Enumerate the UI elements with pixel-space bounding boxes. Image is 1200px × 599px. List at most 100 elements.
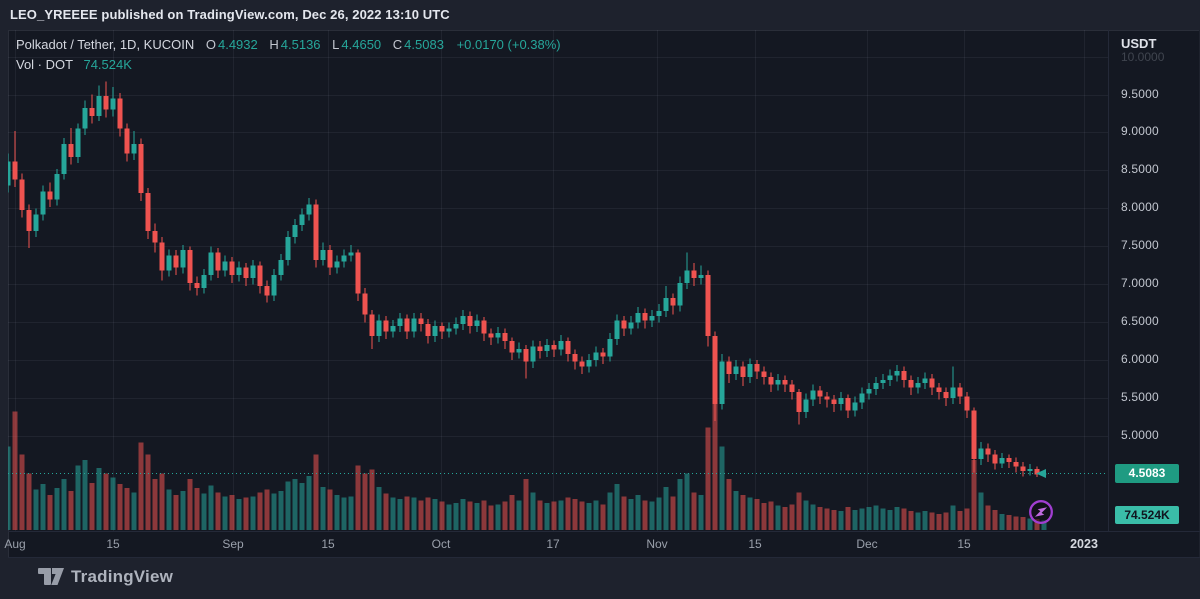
candle-down	[425, 323, 431, 336]
low-value: 4.4650	[341, 37, 382, 52]
volume-bar	[271, 493, 277, 530]
volume-bar	[782, 507, 788, 530]
candle-up	[306, 204, 312, 215]
volume-bar	[152, 478, 158, 530]
candle-up	[684, 270, 690, 283]
volume-bar	[887, 509, 893, 530]
price-axis[interactable]: 10.0000 USDT 9.5000 9.0000 8.5000 8.0000 7.5…	[1108, 30, 1200, 531]
volume-bar	[1006, 515, 1012, 530]
time-tick-label: Dec	[856, 537, 878, 551]
candle-up	[950, 387, 956, 399]
volume-bar	[425, 497, 431, 530]
candle-down	[187, 250, 193, 283]
candle-down	[418, 318, 424, 324]
volume-bar	[880, 508, 886, 530]
time-tick-label: 15	[321, 537, 335, 551]
symbol-title: Polkadot / Tether, 1D, KUCOIN	[16, 37, 195, 52]
candle-up	[649, 316, 655, 321]
candle-up	[495, 332, 501, 338]
volume-bar	[516, 500, 522, 530]
candle-up	[453, 323, 459, 329]
price-line-arrow-icon	[1036, 468, 1046, 478]
candle-up	[285, 237, 291, 261]
volume-bar	[390, 497, 396, 530]
candle-up	[390, 326, 396, 332]
candle-down	[537, 346, 543, 352]
candle-down	[509, 341, 515, 353]
candle-down	[439, 326, 445, 332]
volume-bar	[677, 478, 683, 530]
time-axis[interactable]: Aug 15 Sep 15 Oct 17 Nov 15 Dec 15 2023	[0, 531, 1200, 557]
candle-down	[964, 396, 970, 411]
volume-bar	[131, 492, 137, 530]
volume-bar	[656, 497, 662, 530]
volume-bar	[971, 459, 977, 530]
candles	[8, 81, 1047, 478]
volume-bar	[222, 496, 228, 530]
volume-bar	[187, 478, 193, 530]
tradingview-logo-icon	[38, 568, 64, 585]
candle-up	[677, 282, 683, 306]
candle-up	[460, 316, 466, 324]
candle-down	[215, 252, 221, 271]
candle-wick	[14, 130, 16, 188]
candle-up	[180, 250, 186, 268]
time-tick-label: Nov	[646, 537, 668, 551]
candle-down	[152, 231, 158, 243]
candle-down	[194, 282, 200, 289]
volume-bar	[957, 511, 963, 530]
pane-time-axis-divider	[8, 531, 1200, 532]
candle-up	[208, 252, 214, 276]
volume-bar	[943, 512, 949, 530]
volume-bar	[110, 477, 116, 530]
candle-up	[61, 143, 67, 175]
volume-bar	[810, 504, 816, 530]
candle-down	[992, 454, 998, 464]
candle-down	[943, 392, 949, 399]
volume-bar	[439, 501, 445, 530]
candle-up	[40, 191, 46, 215]
candle-up	[635, 313, 641, 323]
volume-bar	[376, 486, 382, 530]
candle-down	[796, 392, 802, 412]
candle-down	[47, 191, 53, 200]
candle-up	[719, 361, 725, 405]
time-tick-label: Oct	[431, 537, 451, 551]
volume-bar	[89, 482, 95, 530]
volume-bar	[285, 481, 291, 530]
candle-down	[124, 128, 130, 154]
candle-up	[803, 399, 809, 412]
volume-bar	[453, 503, 459, 530]
volume-bar	[866, 507, 872, 530]
candle-down	[740, 366, 746, 377]
flash-icon[interactable]	[1028, 499, 1054, 525]
volume-bar	[565, 497, 571, 530]
volume-bar	[1027, 518, 1033, 530]
volume-bar	[572, 499, 578, 530]
volume-bar	[607, 492, 613, 530]
volume-bar	[208, 485, 214, 530]
tradingview-logo[interactable]: TradingView	[38, 565, 173, 589]
time-tick-label: Aug	[4, 537, 26, 551]
candle-up	[747, 364, 753, 377]
price-tick-label: 9.0000	[1121, 124, 1159, 139]
candle-down	[12, 161, 18, 180]
volume-bar	[817, 507, 823, 530]
volume-bar	[481, 500, 487, 530]
volume-bar	[859, 508, 865, 530]
volume-bar	[586, 503, 592, 530]
volume-bar	[726, 478, 732, 530]
time-axis-bottom-border	[8, 557, 1200, 558]
candle-up	[222, 261, 228, 271]
volume-bar	[523, 478, 529, 530]
candle-down	[1034, 468, 1040, 475]
last-price-badge: 4.5083	[1115, 463, 1179, 483]
volume-bar	[292, 478, 298, 530]
volume-bar	[621, 496, 627, 530]
grid-lines	[8, 30, 1108, 531]
candle-down	[89, 108, 95, 116]
volume-bar	[54, 488, 60, 530]
volume-bar	[838, 511, 844, 530]
